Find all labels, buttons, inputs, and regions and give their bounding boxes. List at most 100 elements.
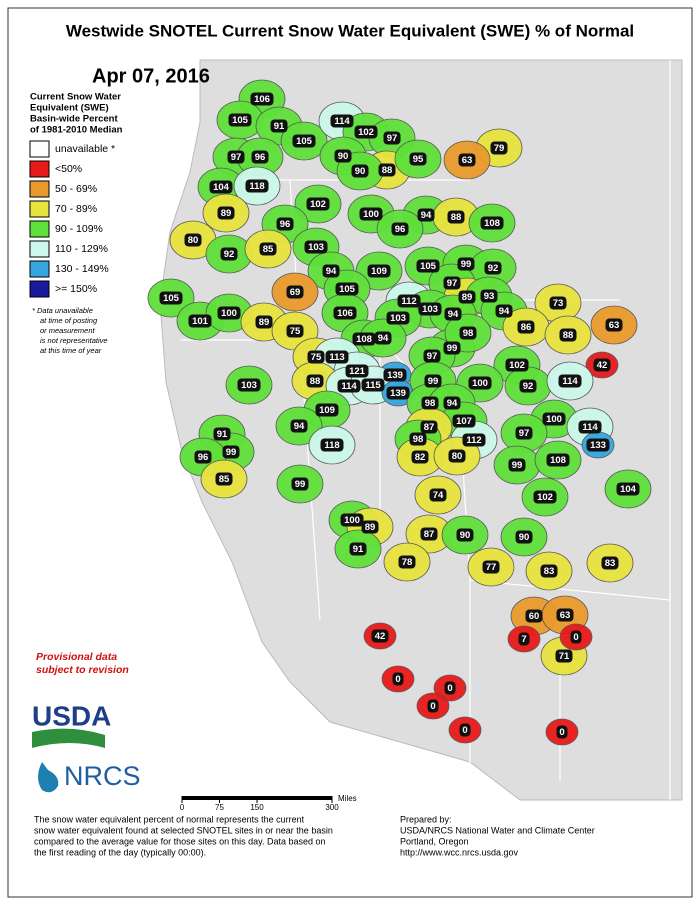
basin-label-bg	[480, 216, 504, 230]
basin-label: 109	[319, 405, 335, 416]
basin-label-bg	[306, 374, 324, 388]
basin-label: 96	[395, 224, 406, 235]
legend-title: Current Snow Water	[30, 92, 121, 103]
basin-label: 80	[452, 451, 463, 462]
basin-label-bg	[228, 113, 252, 127]
legend-note: is not representative	[40, 336, 108, 345]
basin-label: 90	[355, 166, 366, 177]
basin-label: 63	[560, 610, 571, 621]
scale-label: 0	[180, 803, 185, 812]
provisional: subject to revision	[36, 664, 129, 676]
legend-swatch	[29, 240, 50, 258]
legend-swatch	[29, 220, 50, 238]
legend-note: or measurement	[40, 326, 96, 335]
basin-label: 96	[198, 452, 209, 463]
basin-label: 94	[378, 333, 389, 344]
basin-label: 91	[353, 544, 364, 555]
legend-label: >= 150%	[55, 283, 97, 295]
basin-label-bg	[459, 326, 477, 340]
basin-label: 105	[163, 293, 180, 304]
basin-label: 112	[401, 296, 416, 307]
basin-label: 103	[308, 242, 324, 253]
basin-label: 102	[537, 492, 553, 503]
legend-note: at time of posting	[40, 316, 98, 325]
basin-label: 87	[424, 529, 435, 540]
basin-label-bg	[386, 386, 410, 400]
basin-label-bg	[397, 294, 421, 308]
basin-label: 99	[226, 447, 237, 458]
basin-label: 94	[421, 210, 432, 221]
basin-label: 88	[451, 212, 462, 223]
basin-label-bg	[424, 374, 442, 388]
basin-label-bg	[601, 556, 619, 570]
basin-label-bg	[255, 315, 273, 329]
footer-prepared: http://www.wcc.nrcs.usda.gov	[400, 847, 519, 857]
basin-label-bg	[559, 328, 577, 342]
basin-label-bg	[468, 376, 492, 390]
basin-label-bg	[290, 419, 308, 433]
date: Apr 07, 2016	[92, 65, 210, 87]
basin-label-bg	[286, 324, 304, 338]
basin-label: 95	[413, 154, 424, 165]
basin-label-bg	[556, 608, 574, 622]
basin-label-bg	[367, 264, 391, 278]
basin-label-bg	[354, 125, 378, 139]
basin-label-bg	[593, 358, 611, 372]
basin-label: 102	[509, 360, 525, 371]
basin-label-bg	[276, 217, 294, 231]
basin-label: 86	[521, 322, 532, 333]
basin-label-bg	[291, 477, 309, 491]
basin-label: 89	[259, 317, 270, 328]
basin-label: 90	[460, 530, 471, 541]
basin-label: 79	[494, 143, 505, 154]
basin-label: 114	[334, 116, 350, 127]
legend-title: Equivalent (SWE)	[30, 103, 109, 114]
basin-label-bg	[335, 282, 359, 296]
basin-label: 85	[263, 244, 274, 255]
basin-label-bg	[361, 520, 379, 534]
basin-label-bg	[334, 149, 352, 163]
frame	[7, 7, 693, 898]
basin-label: 63	[609, 320, 620, 331]
basin-label-bg	[213, 427, 231, 441]
basin-label-bg	[518, 632, 530, 646]
basin-label: 0	[462, 725, 467, 736]
basin-label: 89	[462, 292, 473, 303]
basin-label: 78	[402, 557, 413, 568]
footer-description: the first reading of the day (typically …	[34, 847, 206, 857]
basin-label: 90	[519, 532, 530, 543]
basin-label-bg	[386, 311, 410, 325]
basin-label-bg	[417, 208, 435, 222]
basin-label: 112	[466, 435, 481, 446]
basin-label: 114	[341, 381, 357, 392]
basin-label-bg	[525, 609, 543, 623]
legend-swatch	[29, 140, 50, 158]
basin-label-bg	[337, 379, 361, 393]
basin-label-bg	[374, 331, 392, 345]
basin-label-bg	[307, 350, 325, 364]
basin-label: 97	[447, 278, 458, 289]
basin-label-bg	[458, 290, 476, 304]
basin-label: 88	[382, 165, 393, 176]
legend-note: * Data unavailable	[32, 306, 93, 315]
legend-label: 110 - 129%	[55, 243, 108, 255]
legend-label: 50 - 69%	[55, 183, 97, 195]
legend-label: 90 - 109%	[55, 223, 103, 235]
basin-label: 7	[521, 634, 526, 645]
basin-label-bg	[443, 396, 461, 410]
basin-label: 88	[563, 330, 574, 341]
basin-label: 77	[486, 562, 497, 573]
basin-label: 91	[217, 429, 228, 440]
basin-label-bg	[217, 206, 235, 220]
legend-label: 130 - 149%	[55, 263, 109, 275]
basin-label-bg	[325, 350, 349, 364]
basin-label-bg	[546, 453, 570, 467]
basin-label-bg	[420, 527, 438, 541]
basin-label: 107	[456, 416, 472, 427]
basin-label-bg	[421, 396, 439, 410]
scale-label: 75	[215, 803, 224, 812]
usda-logo: USDA	[32, 700, 111, 731]
basin-label: 115	[365, 380, 381, 391]
basin-label: 100	[344, 515, 360, 526]
basin-label: 75	[290, 326, 301, 337]
